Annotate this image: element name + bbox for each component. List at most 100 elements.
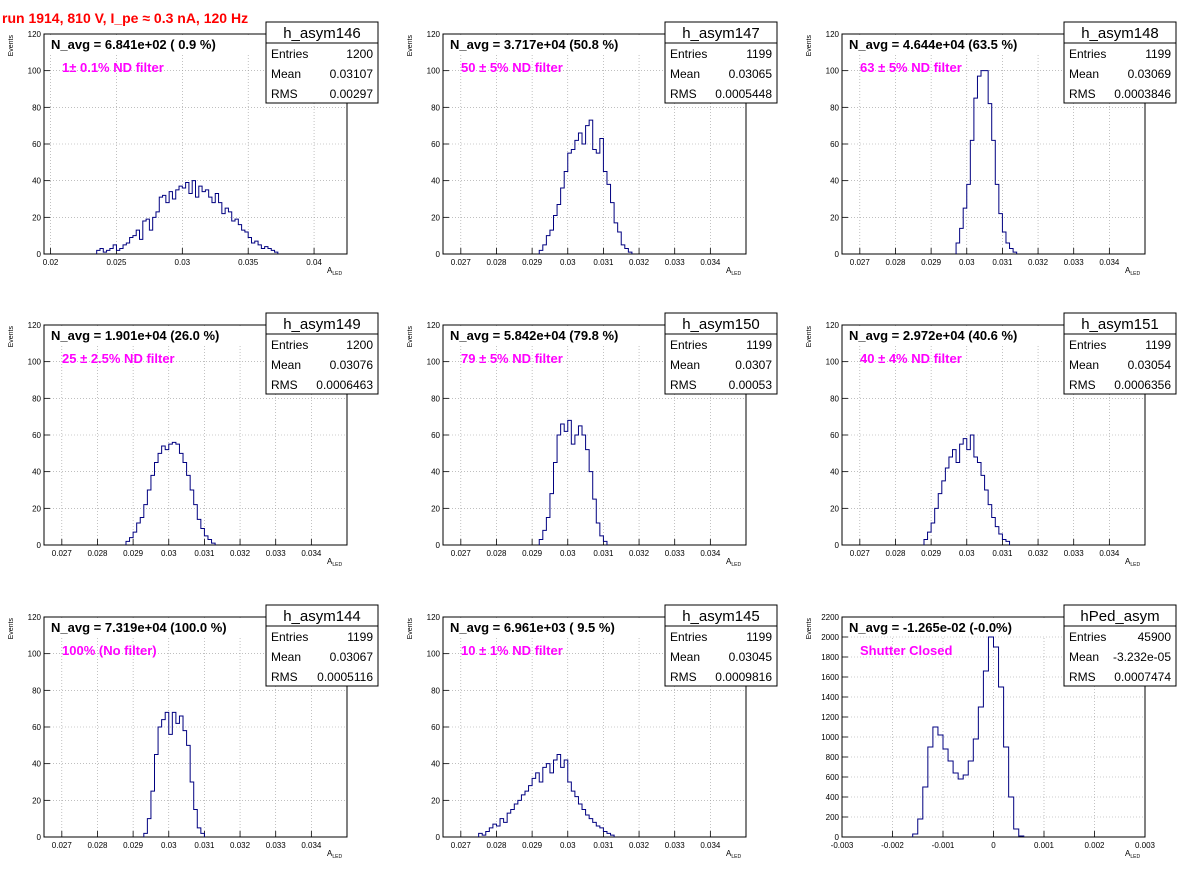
stats-label: Entries bbox=[670, 47, 707, 61]
stats-value: 1199 bbox=[746, 47, 772, 61]
histogram-bin bbox=[496, 826, 500, 837]
histogram-bin bbox=[970, 435, 974, 545]
y-tick-label: 20 bbox=[32, 213, 41, 222]
x-tick-label: 0.033 bbox=[665, 258, 686, 267]
histogram-bin bbox=[507, 813, 511, 837]
x-tick-label: 0.029 bbox=[921, 549, 942, 558]
x-tick-label: -0.001 bbox=[932, 841, 955, 850]
x-tick-label: 0.04 bbox=[306, 258, 322, 267]
histogram-bin bbox=[960, 228, 964, 254]
histogram-bin bbox=[521, 795, 525, 837]
x-axis-label-subscript: LED bbox=[731, 854, 741, 860]
stats-value: 0.03065 bbox=[729, 67, 773, 81]
histogram-bin bbox=[543, 767, 547, 837]
stats-value: 0.03054 bbox=[1128, 358, 1172, 372]
histogram-bin bbox=[208, 540, 212, 546]
histogram-bin bbox=[978, 707, 983, 837]
y-tick-label: 100 bbox=[28, 650, 42, 659]
histogram-bin bbox=[918, 819, 923, 837]
y-tick-label: 40 bbox=[32, 177, 41, 186]
stats-box: h_asym147 Entries 1199 Mean 0.03065 RMS 0.0005… bbox=[664, 21, 778, 104]
y-tick-label: 120 bbox=[28, 30, 42, 39]
stats-label: Entries bbox=[1069, 630, 1106, 644]
histogram-bin bbox=[568, 420, 572, 545]
histogram-bin bbox=[182, 188, 185, 254]
histogram-bin bbox=[578, 426, 582, 545]
x-axis-label: ALED bbox=[327, 266, 342, 277]
x-tick-label: 0.033 bbox=[1064, 549, 1085, 558]
stats-box: h_asym144 Entries 1199 Mean 0.03067 RMS 0.0005… bbox=[265, 604, 379, 687]
stats-value: 0.03076 bbox=[330, 358, 374, 372]
histogram-bin bbox=[479, 833, 483, 837]
histogram-bin bbox=[924, 540, 928, 546]
y-tick-label: 80 bbox=[830, 394, 839, 403]
histogram-bin bbox=[539, 782, 543, 837]
y-axis-label: Events bbox=[8, 326, 15, 348]
y-tick-label: 2200 bbox=[821, 613, 839, 622]
histogram-bin bbox=[561, 424, 565, 545]
filter-annotation: 79 ± 5% ND filter bbox=[461, 351, 563, 366]
histogram-bin bbox=[202, 192, 205, 254]
histogram-panel: 0.027 0.028 0.029 0.03 0.031 0.032 0.033 0.034 0… bbox=[8, 604, 379, 860]
y-tick-label: 20 bbox=[431, 504, 440, 513]
stats-value: 1199 bbox=[1145, 338, 1171, 352]
stats-box-frame bbox=[265, 21, 379, 104]
histogram-bin bbox=[557, 435, 561, 545]
navg-label-background bbox=[444, 35, 662, 53]
histogram-bin bbox=[586, 450, 590, 545]
histogram-bin bbox=[137, 523, 141, 545]
stats-value: 0.03067 bbox=[330, 650, 374, 664]
x-tick-label: 0.029 bbox=[921, 258, 942, 267]
histogram-bin bbox=[974, 98, 978, 254]
histogram-bin bbox=[956, 463, 960, 546]
navg-label-background bbox=[444, 618, 662, 636]
y-tick-label: 80 bbox=[830, 103, 839, 112]
y-tick-label: 80 bbox=[431, 686, 440, 695]
histogram-bin bbox=[564, 760, 568, 837]
x-axis-label: ALED bbox=[726, 557, 741, 568]
stats-label: Mean bbox=[271, 358, 301, 372]
histogram-bin bbox=[999, 534, 1003, 545]
navg-label: N_avg = 3.717e+04 (50.8 %) bbox=[450, 37, 618, 52]
histogram-outline bbox=[923, 434, 1011, 545]
histogram-outline bbox=[125, 441, 216, 545]
histogram-panel: 0.027 0.028 0.029 0.03 0.031 0.032 0.033 0.034 0… bbox=[806, 21, 1177, 277]
x-tick-label: 0.032 bbox=[1028, 258, 1049, 267]
x-tick-label: 0.03 bbox=[959, 258, 975, 267]
x-tick-label: 0.027 bbox=[451, 258, 472, 267]
y-tick-label: 80 bbox=[431, 394, 440, 403]
navg-label-box: N_avg = 2.972e+04 (40.6 %) bbox=[843, 326, 1061, 344]
navg-label-background bbox=[45, 326, 263, 344]
histogram-name: h_asym146 bbox=[283, 25, 361, 42]
x-axis-label: ALED bbox=[726, 266, 741, 277]
x-tick-label: -0.003 bbox=[831, 841, 854, 850]
histogram-bin bbox=[155, 755, 159, 838]
histogram-bin bbox=[977, 76, 981, 254]
histogram-bin bbox=[158, 453, 162, 545]
histogram-bin bbox=[589, 120, 593, 254]
histogram-bin bbox=[176, 723, 180, 837]
y-axis-label: Events bbox=[806, 326, 813, 348]
histogram-bin bbox=[554, 216, 558, 255]
histogram-bin bbox=[985, 71, 989, 254]
stats-box-frame bbox=[664, 312, 778, 395]
x-tick-label: 0.031 bbox=[593, 258, 614, 267]
y-tick-label: 100 bbox=[826, 358, 840, 367]
stats-value: 45900 bbox=[1138, 630, 1172, 644]
y-tick-label: 40 bbox=[32, 760, 41, 769]
navg-label-background bbox=[45, 618, 263, 636]
x-tick-label: 0.028 bbox=[885, 258, 906, 267]
histogram-bin bbox=[967, 184, 971, 254]
y-tick-label: 20 bbox=[830, 213, 839, 222]
histogram-bin bbox=[536, 773, 540, 837]
histogram-bin bbox=[190, 490, 194, 545]
x-tick-label: 0.031 bbox=[194, 549, 215, 558]
x-tick-label: 0.025 bbox=[106, 258, 127, 267]
y-tick-label: 120 bbox=[28, 613, 42, 622]
y-tick-label: 0 bbox=[436, 833, 441, 842]
navg-label-background bbox=[843, 35, 1061, 53]
histogram-bin bbox=[963, 775, 968, 837]
stats-value: 0.0005448 bbox=[715, 87, 772, 101]
y-tick-label: 1600 bbox=[821, 673, 839, 682]
